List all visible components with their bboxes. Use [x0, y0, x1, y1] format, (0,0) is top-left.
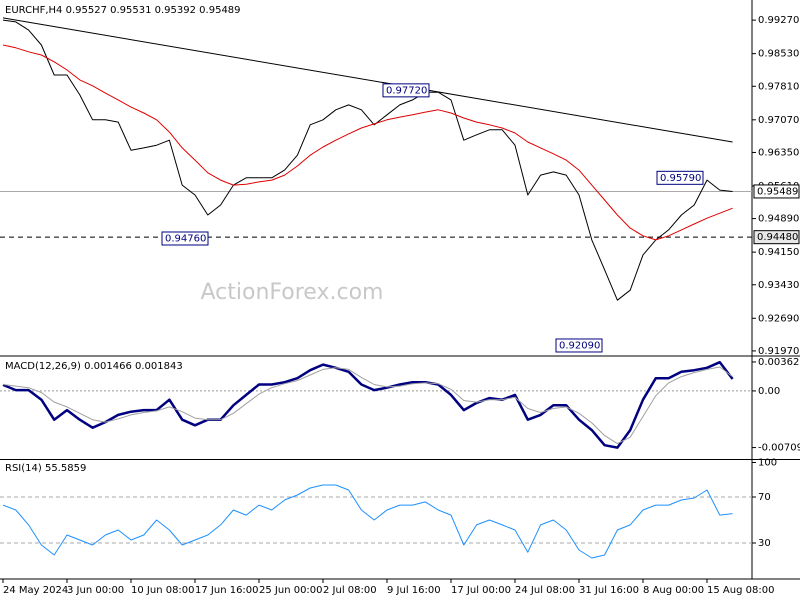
annotation-box — [382, 83, 430, 98]
y-tick-label: 0.99270 — [758, 15, 799, 26]
x-tick-label: 24 May 2024 — [3, 585, 68, 596]
series-line — [2, 360, 734, 449]
annotation-label: 0.94760 — [165, 233, 206, 244]
annotation-label: 0.97720 — [386, 85, 427, 96]
series-line — [2, 19, 733, 301]
price-label: 0.95489 — [757, 186, 798, 197]
y-tick-label: 0.91970 — [758, 346, 799, 357]
y-tick-label: 0.93430 — [758, 280, 799, 291]
y-tick-label: 70 — [758, 492, 771, 503]
annotation-box — [656, 170, 704, 185]
x-tick-label: 31 Jul 16:00 — [579, 585, 639, 596]
chart-title: EURCHF,H4 0.95527 0.95531 0.95392 0.9548… — [5, 5, 241, 16]
y-tick-label: 100 — [758, 458, 777, 469]
price-label: 0.94480 — [757, 232, 798, 243]
x-tick-label: 2 Jul 08:00 — [323, 585, 377, 596]
x-tick-label: 17 Jul 00:00 — [451, 585, 511, 596]
y-tick-label: 0.96350 — [758, 147, 799, 158]
series-line — [2, 44, 733, 241]
y-tick-label: 0.98530 — [758, 49, 799, 60]
series-line — [2, 484, 733, 559]
x-tick-label: 17 Jun 16:00 — [195, 585, 259, 596]
watermark: ActionForex.com — [201, 280, 384, 305]
series-line — [2, 366, 733, 445]
annotation-label: 0.95790 — [660, 173, 701, 184]
x-tick-label: 9 Jul 16:00 — [387, 585, 441, 596]
y-tick-label: 0.94150 — [758, 247, 799, 258]
x-tick-label: 10 Jun 08:00 — [131, 585, 195, 596]
rsi-title: RSI(14) 55.5859 — [5, 463, 86, 474]
x-tick-label: 25 Jun 00:00 — [259, 585, 323, 596]
y-tick-label: 0.94890 — [758, 214, 799, 225]
y-tick-label: 0.92690 — [758, 313, 799, 324]
macd-title: MACD(12,26,9) 0.001466 0.001843 — [5, 361, 183, 372]
y-tick-label: -0.007093 — [758, 443, 800, 454]
price-label-box — [753, 184, 800, 199]
y-tick-label: 0.003628 — [758, 357, 800, 368]
annotation-box — [161, 231, 209, 246]
annotation-box — [555, 338, 603, 353]
y-tick-label: 0.97070 — [758, 115, 799, 126]
trendline — [2, 17, 733, 143]
x-tick-label: 24 Jul 08:00 — [515, 585, 575, 596]
y-tick-label: 30 — [758, 538, 771, 549]
y-tick-label: 0.97810 — [758, 81, 799, 92]
price-label-box — [753, 230, 800, 245]
y-tick-label: 0.00 — [758, 386, 780, 397]
x-tick-label: 3 Jun 00:00 — [67, 585, 124, 596]
annotation-label: 0.92090 — [559, 340, 600, 351]
x-tick-label: 8 Aug 00:00 — [643, 585, 704, 596]
x-tick-label: 15 Aug 08:00 — [707, 585, 774, 596]
